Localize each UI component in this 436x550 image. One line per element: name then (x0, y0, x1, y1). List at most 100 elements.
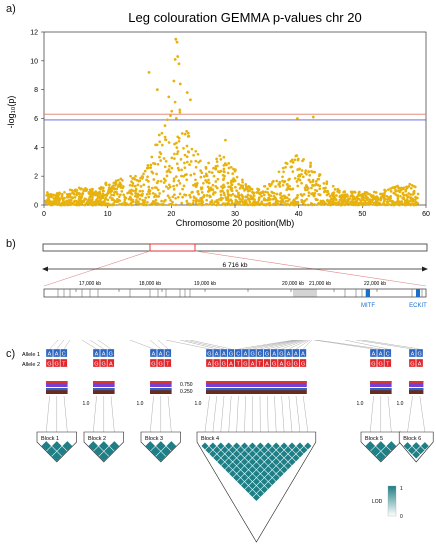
scatter-point (256, 187, 259, 191)
scatter-point (319, 199, 323, 203)
scatter-point (407, 201, 410, 204)
allele-1-cell (369, 348, 377, 358)
ld-diamond (229, 462, 237, 470)
scatter-point (207, 161, 210, 165)
scatter-point (349, 194, 353, 198)
allele-2-base: A (280, 362, 284, 368)
allele-2-cell (377, 358, 385, 368)
scatter-point (343, 190, 346, 193)
zoom-line-right (194, 250, 427, 287)
scatter-point (131, 177, 134, 180)
scatter-point (309, 163, 312, 167)
allele-1-base: A (55, 352, 59, 358)
scatter-point (112, 181, 116, 185)
scatter-point (175, 141, 178, 145)
ld-diamond (386, 441, 397, 451)
scatter-point (49, 195, 53, 199)
freq-bar-2 (370, 388, 392, 394)
scatter-point (307, 194, 311, 198)
scatter-point (121, 185, 125, 188)
ld-diamond (268, 462, 276, 470)
allele-2-base: G (222, 362, 226, 368)
block-connector (288, 395, 293, 433)
scatter-point (172, 184, 175, 188)
scatter-point (307, 178, 311, 182)
scatter-point (234, 198, 238, 202)
allele-2-cell (416, 358, 424, 368)
scatter-point (271, 197, 275, 201)
ld-diamond (248, 482, 256, 490)
scatter-point (296, 202, 300, 206)
scatter-point (123, 198, 127, 202)
ld-diamond (407, 446, 416, 455)
scatter-point (333, 202, 337, 206)
scatter-point (160, 143, 164, 147)
peak-point (176, 55, 180, 58)
allele-1-cell (149, 348, 157, 358)
scatter-point (61, 198, 65, 202)
scatter-point (248, 203, 252, 206)
allele-2-cell (45, 358, 53, 368)
allele-1-cell (263, 348, 271, 358)
scatter-point (180, 168, 183, 172)
scatter-point (231, 202, 235, 206)
freq-bar-1-top (409, 381, 424, 384)
scatter-point (147, 188, 151, 192)
scatter-point (202, 194, 206, 197)
scatter-point (282, 180, 286, 184)
allele-1-cell (60, 348, 68, 358)
scatter-point (284, 165, 287, 169)
block-label: Block 5 (365, 436, 383, 442)
scatter-point (180, 174, 183, 178)
ld-diamond (420, 442, 429, 450)
snp-mapping-line (344, 340, 389, 350)
scatter-point (322, 202, 325, 205)
scatter-point (176, 150, 180, 153)
peak-point (167, 95, 171, 99)
scatter-point (285, 196, 289, 200)
scatter-point (292, 203, 296, 207)
scatter-point (143, 169, 147, 173)
threshold-lines (44, 113, 426, 121)
scatter-point (257, 198, 261, 202)
scatter-point (136, 183, 140, 187)
allele-1-base: A (294, 352, 298, 358)
scatter-point (164, 159, 168, 163)
scatter-point (156, 162, 160, 166)
ld-diamond (248, 489, 256, 498)
scatter-point (168, 164, 171, 168)
scatter-point (142, 201, 145, 205)
scatter-point (59, 203, 62, 207)
scatter-point (333, 188, 337, 191)
scatter-point (87, 192, 91, 195)
scatter-point (54, 196, 58, 199)
scatter-point (260, 202, 264, 206)
ld-diamond (280, 466, 288, 474)
ld-diamond (248, 474, 256, 482)
scatter-point (371, 198, 375, 202)
scatter-point (240, 199, 244, 202)
allele-1-cell (285, 348, 293, 358)
ld-diamond (264, 450, 272, 458)
scatter-point (272, 191, 276, 195)
scatter-point (160, 199, 163, 203)
scatter-point (185, 129, 188, 133)
scatter-point (146, 163, 150, 167)
ld-diamond (268, 454, 276, 462)
svg-text:ECKIT: ECKIT (409, 303, 427, 309)
scatter-point (326, 198, 329, 202)
scatter-point (301, 202, 305, 205)
scatter-point (136, 193, 140, 197)
kb-tick-label: 17,000 kb (79, 281, 101, 287)
ld-diamond (256, 489, 264, 498)
y-tick-label: 10 (30, 58, 38, 65)
allele-1-cell (292, 348, 300, 358)
scatter-point (73, 192, 76, 196)
scatter-point (197, 203, 201, 206)
scatter-point (148, 192, 152, 195)
scatter-point (402, 196, 405, 200)
scatter-point (216, 177, 220, 181)
block-connector (370, 395, 374, 433)
freq-label-1: 0.750 (180, 382, 193, 388)
scatter-point (221, 196, 224, 200)
